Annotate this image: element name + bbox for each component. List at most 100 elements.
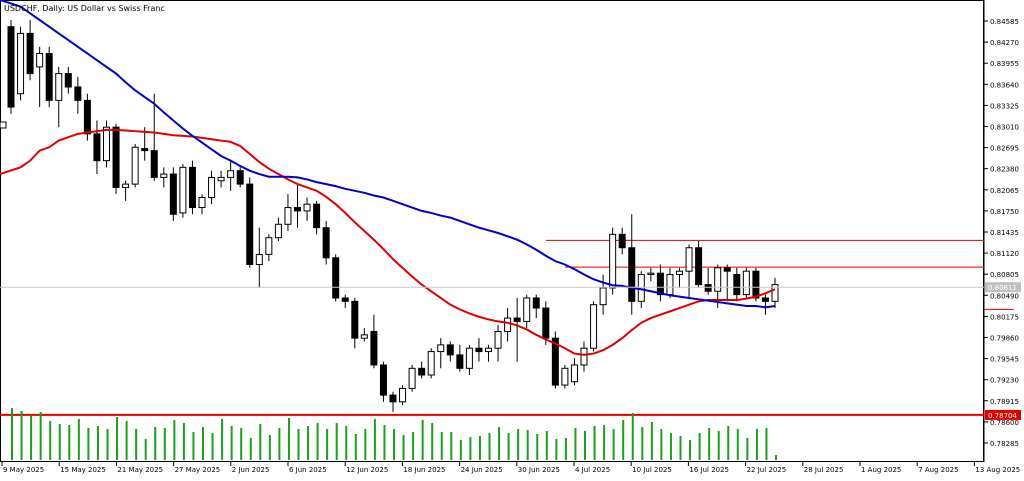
price-tick-label: 0.81750 <box>990 208 1019 216</box>
price-tick-label: 0.78915 <box>990 398 1019 406</box>
current-price-tag <box>985 282 1021 293</box>
candle-bear <box>656 272 664 296</box>
candle-bull <box>360 334 368 339</box>
price-tick-label: 0.78285 <box>990 440 1019 448</box>
current-price-label: 0.80611 <box>988 284 1017 292</box>
candle-bull <box>274 223 282 239</box>
candle-bear <box>456 354 464 369</box>
price-tick-label: 0.81435 <box>990 229 1019 237</box>
date-tick-label: 27 May 2025 <box>175 466 221 474</box>
candle-bull <box>485 347 492 353</box>
date-axis: 9 May 2025 15 May 2025 21 May 2025 27 May 2… <box>1 462 1020 474</box>
date-tick-label: 15 May 2025 <box>60 466 106 474</box>
date-tick-label: 10 Jul 2025 <box>632 466 672 474</box>
date-tick-label: 4 Jul 2025 <box>575 466 610 474</box>
candle-bull <box>437 344 445 353</box>
candle-bull <box>255 253 263 265</box>
candle-bear <box>695 247 703 286</box>
candle-bull <box>771 284 779 302</box>
date-tick-label: 1 Aug 2025 <box>861 466 901 474</box>
candle-bull <box>742 270 750 296</box>
candle-bull <box>465 347 473 369</box>
candle-bull <box>198 197 206 209</box>
candle-bull <box>122 183 130 188</box>
candle-bear <box>379 364 387 396</box>
candle-bull <box>227 170 235 178</box>
candle-bull <box>599 287 607 306</box>
candle-bear <box>418 367 426 376</box>
candle-bull <box>609 233 617 289</box>
date-tick-label: 2 Jun 2025 <box>232 466 270 474</box>
candle-bull <box>494 330 502 349</box>
candle-bear <box>64 73 72 88</box>
price-tick-label: 0.83010 <box>990 124 1019 132</box>
candle-bull <box>504 317 512 332</box>
candle-bull <box>523 297 531 322</box>
candle-bull <box>36 52 44 68</box>
date-tick-label: 16 Jul 2025 <box>689 466 729 474</box>
candle-bull <box>666 274 674 296</box>
price-tick-label: 0.79230 <box>990 377 1019 385</box>
candle-bull <box>208 176 216 199</box>
candle-bear <box>446 344 454 356</box>
price-tick-label: 0.84585 <box>990 18 1019 26</box>
candle-bear <box>628 247 636 302</box>
marked-level-tag <box>985 409 1021 420</box>
candle-bull <box>131 146 139 185</box>
candle-bear <box>93 133 101 162</box>
moving-average-red <box>0 128 776 356</box>
date-tick-label: 30 Jun 2025 <box>518 466 560 474</box>
candle-bear <box>723 267 731 272</box>
candle-bear <box>370 330 378 366</box>
volume-bars <box>11 408 777 460</box>
price-tick-label: 0.81120 <box>990 250 1019 258</box>
candle-bear <box>618 233 626 249</box>
date-tick-label: 12 Jun 2025 <box>346 466 388 474</box>
candle-bull <box>217 176 225 182</box>
candle-bull <box>570 364 578 383</box>
candle-bear <box>45 52 53 101</box>
candle-bear <box>332 257 340 299</box>
date-tick-label: 13 Aug 2025 <box>975 466 1020 474</box>
moving-average-blue <box>0 0 776 309</box>
candle-bear <box>752 270 760 299</box>
date-tick-label: 18 Jun 2025 <box>403 466 445 474</box>
candlesticks <box>7 19 779 412</box>
candle-bear <box>236 170 244 185</box>
candle-bear <box>322 227 330 259</box>
candle-bull <box>561 367 569 386</box>
price-tick-label: 0.84270 <box>990 39 1019 47</box>
price-tick-label: 0.83955 <box>990 60 1019 68</box>
candle-bear <box>169 173 177 215</box>
candle-bear <box>26 32 34 75</box>
price-axis: 0.84585 0.84270 0.83955 0.83640 0.83325 0.830… <box>0 18 1021 448</box>
candle-bull <box>580 347 588 366</box>
date-tick-label: 6 Jun 2025 <box>289 466 327 474</box>
chart-handle-marker[interactable] <box>0 121 7 129</box>
date-tick-label: 22 Jul 2025 <box>747 466 787 474</box>
candle-bull <box>265 237 273 255</box>
date-tick-label: 24 Jun 2025 <box>461 466 503 474</box>
price-tick-label: 0.80805 <box>990 271 1019 279</box>
date-tick-label: 21 May 2025 <box>117 466 163 474</box>
candle-bull <box>427 351 435 376</box>
candle-bear <box>542 307 550 339</box>
candle-bear <box>74 86 82 101</box>
price-tick-label: 0.83325 <box>990 102 1019 110</box>
candle-bear <box>141 148 149 152</box>
candle-bear <box>704 284 712 292</box>
price-tick-label: 0.82065 <box>990 187 1019 195</box>
candle-bear <box>7 26 15 108</box>
price-tick-label: 0.80175 <box>990 313 1019 321</box>
candle-bear <box>389 394 397 403</box>
candle-bear <box>112 126 120 188</box>
candle-bear <box>188 166 196 209</box>
candle-bear <box>532 297 540 309</box>
candle-bear <box>341 297 349 302</box>
candle-bull <box>685 247 693 272</box>
date-tick-label: 9 May 2025 <box>3 466 44 474</box>
date-tick-label: 28 Jul 2025 <box>804 466 844 474</box>
candle-bear <box>351 300 359 339</box>
